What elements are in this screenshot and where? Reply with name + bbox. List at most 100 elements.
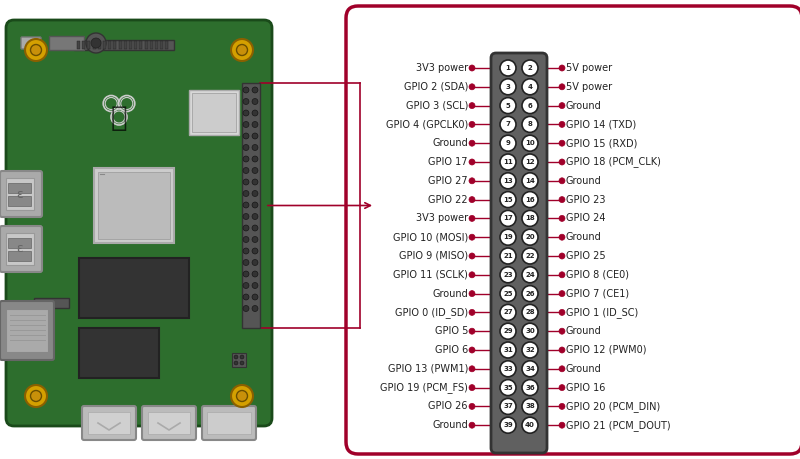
Text: GPIO 12 (PWM0): GPIO 12 (PWM0)	[566, 345, 646, 355]
Text: 37: 37	[503, 403, 513, 409]
Circle shape	[500, 191, 516, 207]
Text: GPIO 26: GPIO 26	[429, 402, 468, 411]
Circle shape	[559, 159, 565, 165]
Circle shape	[522, 135, 538, 151]
Circle shape	[559, 215, 565, 221]
Bar	[98, 41, 101, 49]
Circle shape	[559, 422, 565, 428]
Circle shape	[559, 366, 565, 372]
Text: 5: 5	[506, 103, 510, 109]
Circle shape	[252, 190, 258, 196]
Circle shape	[500, 229, 516, 245]
Circle shape	[559, 234, 565, 240]
Bar	[166, 41, 169, 49]
Text: 25: 25	[503, 291, 513, 297]
Circle shape	[522, 380, 538, 396]
Circle shape	[243, 110, 249, 116]
Text: GPIO 8 (CE0): GPIO 8 (CE0)	[566, 270, 629, 280]
Bar	[34, 298, 69, 308]
Circle shape	[469, 366, 475, 372]
Circle shape	[522, 285, 538, 302]
Circle shape	[522, 60, 538, 76]
Text: GPIO 0 (ID_SD): GPIO 0 (ID_SD)	[395, 307, 468, 318]
Circle shape	[243, 213, 249, 219]
Circle shape	[559, 291, 565, 297]
Circle shape	[559, 65, 565, 71]
Text: Ground: Ground	[566, 232, 602, 242]
Bar	[160, 41, 163, 49]
Circle shape	[243, 282, 249, 289]
Circle shape	[500, 285, 516, 302]
Bar	[124, 41, 127, 49]
Circle shape	[111, 109, 127, 125]
Circle shape	[237, 391, 247, 402]
Bar	[232, 353, 246, 367]
Text: GPIO 16: GPIO 16	[566, 383, 606, 392]
Circle shape	[237, 45, 247, 56]
Circle shape	[252, 213, 258, 219]
Text: GPIO 14 (TXD): GPIO 14 (TXD)	[566, 119, 636, 129]
Circle shape	[243, 202, 249, 208]
Circle shape	[234, 361, 238, 365]
Circle shape	[240, 361, 244, 365]
Text: 13: 13	[503, 178, 513, 184]
Circle shape	[252, 179, 258, 185]
Text: 40: 40	[525, 422, 535, 428]
Circle shape	[559, 103, 565, 109]
Circle shape	[522, 342, 538, 358]
Bar	[6, 309, 48, 352]
Text: 4: 4	[527, 84, 533, 90]
Bar	[79, 328, 159, 378]
Text: GPIO 25: GPIO 25	[566, 251, 606, 261]
Circle shape	[252, 236, 258, 242]
Circle shape	[243, 156, 249, 162]
Circle shape	[500, 267, 516, 283]
Circle shape	[522, 361, 538, 377]
Text: 3V3 power: 3V3 power	[416, 213, 468, 224]
Circle shape	[469, 178, 475, 184]
Text: GPIO 22: GPIO 22	[428, 195, 468, 205]
Bar	[6, 178, 34, 210]
Circle shape	[500, 135, 516, 151]
Text: GPIO 18 (PCM_CLK): GPIO 18 (PCM_CLK)	[566, 157, 661, 168]
Text: 1: 1	[506, 65, 510, 71]
Text: GPIO 2 (SDA): GPIO 2 (SDA)	[404, 82, 468, 92]
Bar	[79, 258, 189, 318]
Text: 11: 11	[503, 159, 513, 165]
Text: 26: 26	[526, 291, 534, 297]
Bar	[189, 90, 239, 135]
Text: GPIO 1 (ID_SC): GPIO 1 (ID_SC)	[566, 307, 638, 318]
Text: 9: 9	[506, 140, 510, 146]
Circle shape	[252, 133, 258, 139]
Circle shape	[522, 79, 538, 95]
FancyBboxPatch shape	[82, 406, 136, 440]
Text: GPIO 9 (MISO): GPIO 9 (MISO)	[399, 251, 468, 261]
Circle shape	[522, 323, 538, 339]
Bar	[8, 251, 31, 261]
Circle shape	[243, 99, 249, 105]
Text: Ground: Ground	[566, 364, 602, 374]
FancyBboxPatch shape	[0, 226, 42, 272]
Bar	[93, 41, 96, 49]
Circle shape	[559, 196, 565, 202]
Circle shape	[500, 342, 516, 358]
Circle shape	[106, 97, 118, 110]
Bar	[98, 172, 170, 239]
Circle shape	[559, 121, 565, 128]
Circle shape	[522, 398, 538, 414]
Text: Ground: Ground	[566, 101, 602, 111]
Circle shape	[469, 121, 475, 128]
Bar	[87, 41, 90, 49]
Text: GPIO 13 (PWM1): GPIO 13 (PWM1)	[388, 364, 468, 374]
Circle shape	[252, 122, 258, 128]
Text: 3V3 power: 3V3 power	[416, 63, 468, 73]
Bar	[82, 41, 86, 49]
Bar	[118, 41, 122, 49]
Text: 29: 29	[503, 328, 513, 334]
Circle shape	[469, 84, 475, 90]
Circle shape	[91, 38, 101, 48]
Text: 8: 8	[527, 121, 533, 128]
Bar	[77, 41, 80, 49]
Circle shape	[231, 39, 253, 61]
Bar	[6, 233, 34, 265]
